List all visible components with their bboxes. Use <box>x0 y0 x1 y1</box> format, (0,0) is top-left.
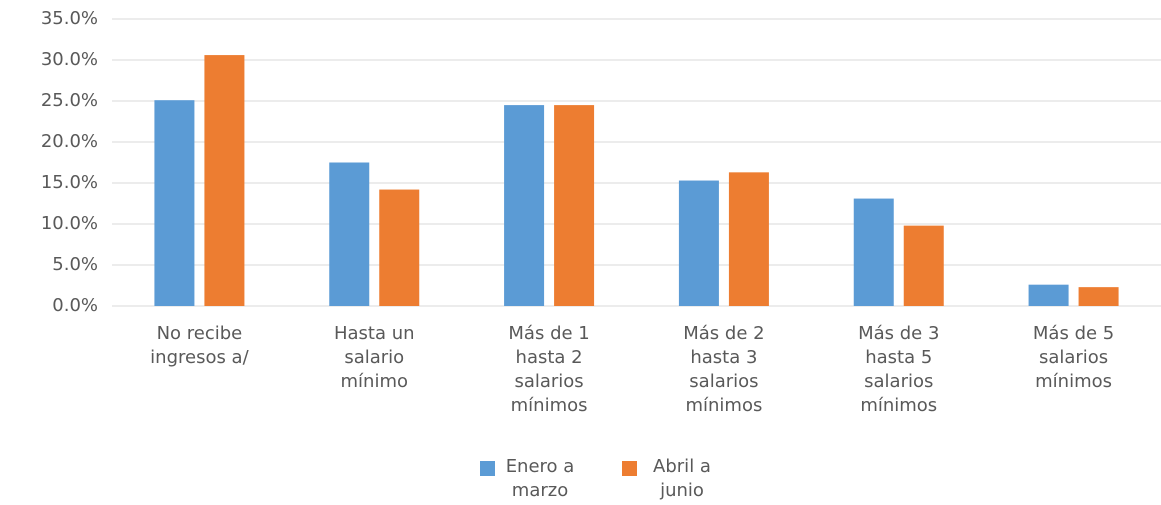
x-tick-label: No recibe ingresos a/ <box>150 323 249 368</box>
x-tick-label: Más de 2 hasta 3 salarios mínimos <box>683 323 765 416</box>
x-tick-label: Más de 1 hasta 2 salarios mínimos <box>508 323 590 416</box>
bar <box>504 105 545 306</box>
legend-swatch <box>480 461 495 476</box>
y-tick-label: 20.0% <box>40 131 98 152</box>
bar <box>853 198 894 306</box>
bar <box>678 180 719 306</box>
x-tick-label: Hasta un salario mínimo <box>333 323 415 392</box>
bar <box>204 55 245 306</box>
bar <box>329 162 370 306</box>
legend-swatch <box>622 461 637 476</box>
bar <box>1028 284 1069 306</box>
legend-label: Enero a marzo <box>505 456 575 501</box>
y-tick-label: 30.0% <box>40 49 98 70</box>
bar <box>554 105 595 306</box>
bar <box>1078 287 1119 306</box>
legend-label: Abril a junio <box>653 456 711 501</box>
x-tick-label: Más de 5 salarios mínimos <box>1032 323 1115 392</box>
y-tick-label: 25.0% <box>40 90 98 111</box>
bar <box>379 189 420 306</box>
bar <box>154 100 195 307</box>
y-tick-label: 10.0% <box>40 213 98 234</box>
bar <box>903 225 944 306</box>
y-tick-label: 5.0% <box>52 254 98 275</box>
y-tick-label: 0.0% <box>52 295 98 316</box>
bar <box>728 172 769 306</box>
x-tick-label: Más de 3 hasta 5 salarios mínimos <box>858 323 940 416</box>
y-tick-label: 15.0% <box>40 172 98 193</box>
y-tick-label: 35.0% <box>40 8 98 29</box>
